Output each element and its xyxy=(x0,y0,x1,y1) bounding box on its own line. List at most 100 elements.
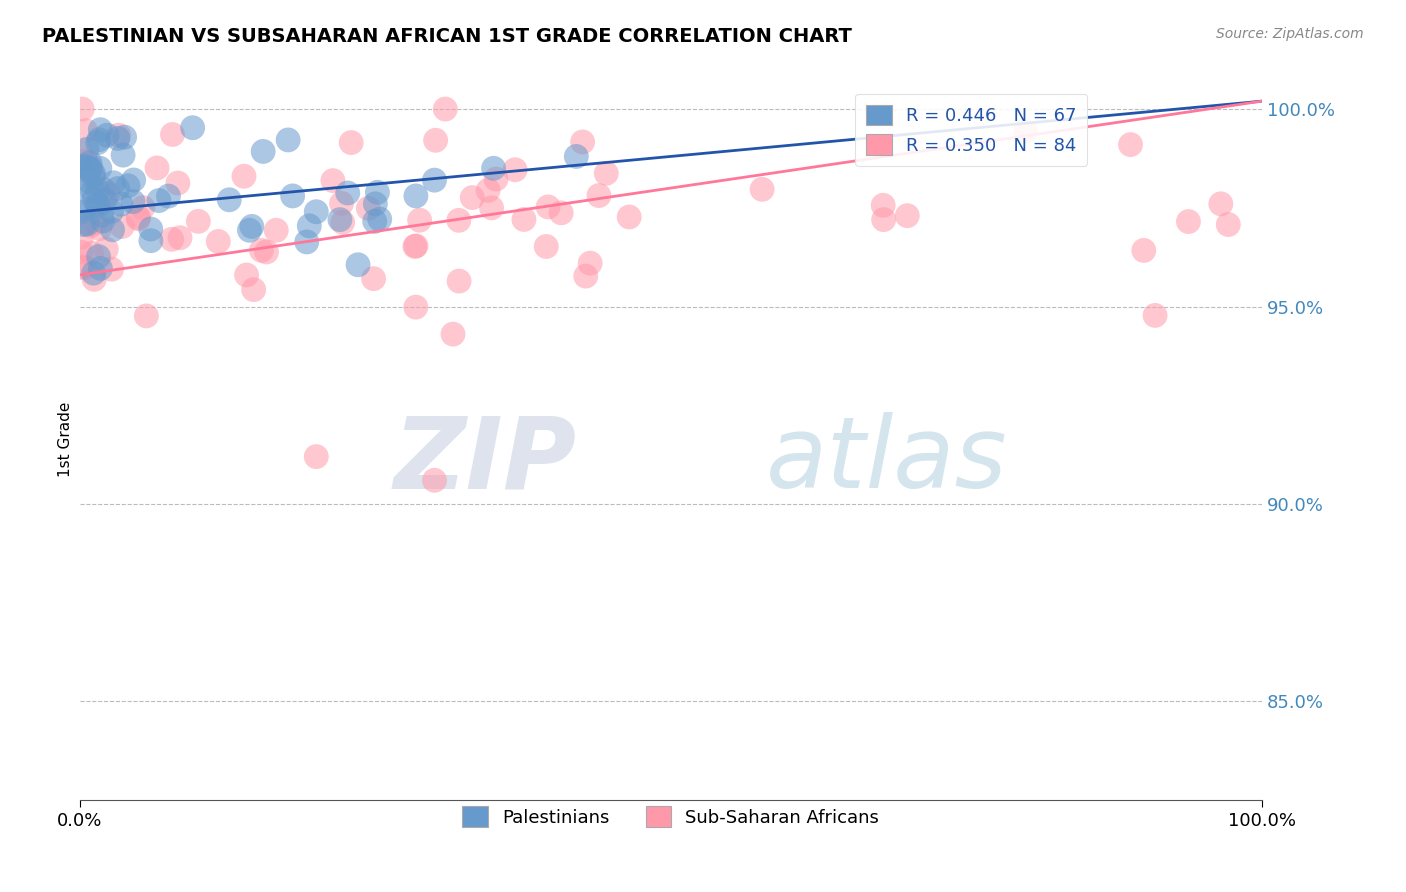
Point xyxy=(87,250,110,264)
Point xyxy=(76,142,98,156)
Point xyxy=(357,202,380,216)
Point xyxy=(80,246,103,260)
Point xyxy=(366,186,388,200)
Point xyxy=(101,223,124,237)
Point xyxy=(169,231,191,245)
Point xyxy=(513,212,536,227)
Point xyxy=(107,181,129,195)
Point xyxy=(91,214,114,228)
Point xyxy=(70,102,93,116)
Point xyxy=(77,174,100,188)
Point xyxy=(87,133,110,147)
Point xyxy=(83,192,105,206)
Point xyxy=(107,131,129,145)
Point xyxy=(122,173,145,187)
Point xyxy=(70,205,93,219)
Point xyxy=(117,178,139,193)
Point xyxy=(84,216,107,230)
Text: atlas: atlas xyxy=(765,412,1007,509)
Point xyxy=(295,235,318,249)
Point xyxy=(162,128,184,142)
Point xyxy=(87,198,110,212)
Point xyxy=(89,221,111,235)
Point xyxy=(218,193,240,207)
Point xyxy=(264,223,287,237)
Point xyxy=(127,211,149,226)
Point xyxy=(114,130,136,145)
Point xyxy=(405,239,427,253)
Text: ZIP: ZIP xyxy=(394,412,576,509)
Point xyxy=(537,200,560,214)
Point xyxy=(461,191,484,205)
Point xyxy=(364,214,387,228)
Point xyxy=(238,223,260,237)
Point xyxy=(1177,214,1199,228)
Point xyxy=(82,169,104,184)
Point xyxy=(423,173,446,187)
Point xyxy=(75,123,97,137)
Point xyxy=(90,208,112,222)
Point xyxy=(70,177,93,191)
Point xyxy=(485,172,508,186)
Point xyxy=(305,204,328,219)
Point xyxy=(79,219,101,233)
Point xyxy=(70,147,93,161)
Point xyxy=(135,309,157,323)
Point xyxy=(79,161,101,175)
Point xyxy=(405,300,427,314)
Point xyxy=(329,212,352,227)
Point xyxy=(364,197,387,211)
Point xyxy=(89,122,111,136)
Point xyxy=(70,245,93,260)
Point xyxy=(100,262,122,277)
Point xyxy=(242,283,264,297)
Point xyxy=(305,450,328,464)
Point xyxy=(405,189,427,203)
Point xyxy=(536,239,558,253)
Point xyxy=(252,145,274,159)
Point xyxy=(76,160,98,174)
Point xyxy=(298,219,321,233)
Point xyxy=(80,161,103,176)
Point xyxy=(368,212,391,227)
Point xyxy=(477,183,499,197)
Point xyxy=(619,210,641,224)
Point xyxy=(1209,197,1232,211)
Point xyxy=(235,268,257,282)
Point xyxy=(148,194,170,208)
Point xyxy=(187,214,209,228)
Point xyxy=(332,215,354,229)
Point xyxy=(872,198,894,212)
Point xyxy=(146,161,169,175)
Point xyxy=(363,271,385,285)
Point xyxy=(250,244,273,258)
Point xyxy=(89,161,111,176)
Point xyxy=(122,194,145,209)
Point xyxy=(207,235,229,249)
Point xyxy=(503,162,526,177)
Point xyxy=(579,256,602,270)
Point xyxy=(1218,218,1240,232)
Point xyxy=(588,188,610,202)
Point xyxy=(330,196,353,211)
Point xyxy=(86,184,108,198)
Point xyxy=(110,197,132,211)
Point xyxy=(423,473,446,487)
Point xyxy=(434,102,457,116)
Point xyxy=(83,167,105,181)
Point xyxy=(550,206,572,220)
Point xyxy=(571,135,593,149)
Point xyxy=(79,155,101,169)
Point xyxy=(73,260,96,275)
Point xyxy=(89,261,111,276)
Point xyxy=(181,120,204,135)
Point xyxy=(240,219,263,234)
Point xyxy=(127,211,149,225)
Point xyxy=(86,197,108,211)
Point xyxy=(73,218,96,232)
Point xyxy=(75,153,97,168)
Point xyxy=(167,176,190,190)
Point xyxy=(70,229,93,244)
Point xyxy=(340,136,363,150)
Point xyxy=(160,232,183,246)
